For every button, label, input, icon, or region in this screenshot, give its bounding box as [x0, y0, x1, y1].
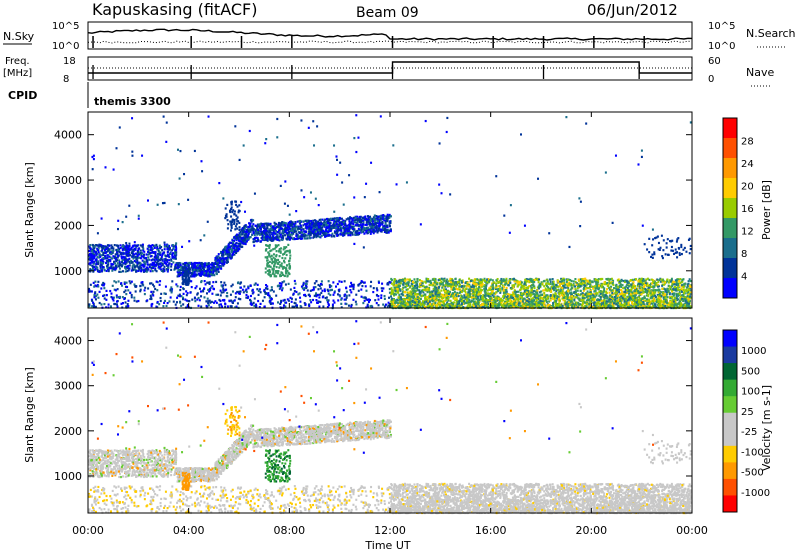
power-y-label: Slant Range [km]	[23, 162, 36, 258]
cpid-label: CPID	[8, 89, 37, 102]
velocity-y-ticks: 1000 2000 3000 4000	[54, 335, 692, 483]
colorbar-tick-label: -100	[741, 447, 764, 458]
power-colorbar: 28 24 20 16 12 8 4	[722, 117, 754, 299]
x-tick-label: 08:00	[273, 524, 305, 537]
x-axis-label: Time UT	[364, 539, 410, 552]
velocity-data	[88, 320, 692, 515]
colorbar-tick-label: 20	[741, 182, 754, 193]
station-title: Kapuskasing (fitACF)	[92, 0, 257, 19]
velocity-colorbar: 1000 500 100 25 -25 -100 -500 -1000	[722, 329, 770, 513]
beam-title: Beam 09	[356, 5, 419, 21]
x-tick-label: 12:00	[374, 524, 406, 537]
colorbar-tick-label: 500	[741, 366, 760, 377]
x-tick-label: 04:00	[173, 524, 205, 537]
colorbar-tick-label: -25	[741, 427, 757, 438]
nsearch-label: N.Search	[746, 27, 796, 40]
x-tick-label: 00:00	[72, 524, 104, 537]
colorbar-tick-label: 12	[741, 227, 754, 238]
nsky-trace	[87, 28, 693, 48]
x-tick-label: 20:00	[575, 524, 607, 537]
freq-trace	[88, 61, 692, 79]
y-tick-label: 2000	[54, 425, 82, 438]
nsky-right-tick-top: 10^5	[708, 21, 735, 32]
colorbar-tick-label: 100	[741, 387, 760, 398]
y-tick-label: 1000	[54, 470, 82, 483]
y-tick-label: 4000	[54, 335, 82, 348]
velocity-y-label: Slant Range [km]	[23, 367, 36, 463]
nsky-left-tick-top: 10^5	[52, 21, 79, 32]
colorbar-tick-label: -500	[741, 468, 764, 479]
nsky-right-tick-bottom: 10^0	[708, 41, 735, 52]
y-tick-label: 1000	[54, 265, 82, 278]
colorbar-tick-label: 4	[741, 272, 747, 283]
power-colorbar-label: Power [dB]	[760, 180, 773, 240]
colorbar-tick-label: 25	[741, 407, 754, 418]
freq-left-tick-top: 18	[63, 56, 76, 67]
y-tick-label: 4000	[54, 129, 82, 142]
x-tick-label: 00:00	[676, 524, 708, 537]
y-tick-label: 2000	[54, 219, 82, 232]
x-axis-ticks: 00:00 04:00 08:00 12:00 16:00 20:00 00:00	[72, 112, 708, 537]
nsky-panel	[87, 21, 693, 50]
colorbar-tick-label: 16	[741, 204, 754, 215]
colorbar-tick-label: -1000	[741, 488, 770, 499]
velocity-colorbar-label: Velocity [m s-1]	[760, 385, 773, 471]
freq-unit-label: [MHz]	[3, 68, 32, 79]
x-tick-label: 16:00	[475, 524, 507, 537]
cpid-value: themis 3300	[94, 95, 171, 108]
colorbar-tick-label: 28	[741, 137, 754, 148]
y-tick-label: 3000	[54, 174, 82, 187]
colorbar-tick-label: 24	[741, 159, 754, 170]
power-y-ticks: 1000 2000 3000 4000	[54, 129, 692, 278]
date-title: 06/Jun/2012	[587, 1, 678, 19]
colorbar-tick-label: 1000	[741, 346, 766, 357]
freq-label: Freq.	[5, 56, 30, 67]
freq-right-tick-bottom: 0	[708, 74, 714, 85]
power-data	[88, 114, 692, 310]
nsky-label: N.Sky	[3, 30, 35, 43]
freq-right-tick-top: 60	[708, 56, 721, 67]
nave-label: Nave	[746, 66, 774, 79]
nsky-left-tick-bottom: 10^0	[52, 41, 79, 52]
freq-left-tick-bottom: 8	[63, 74, 69, 85]
colorbar-tick-label: 8	[741, 249, 747, 260]
y-tick-label: 3000	[54, 380, 82, 393]
